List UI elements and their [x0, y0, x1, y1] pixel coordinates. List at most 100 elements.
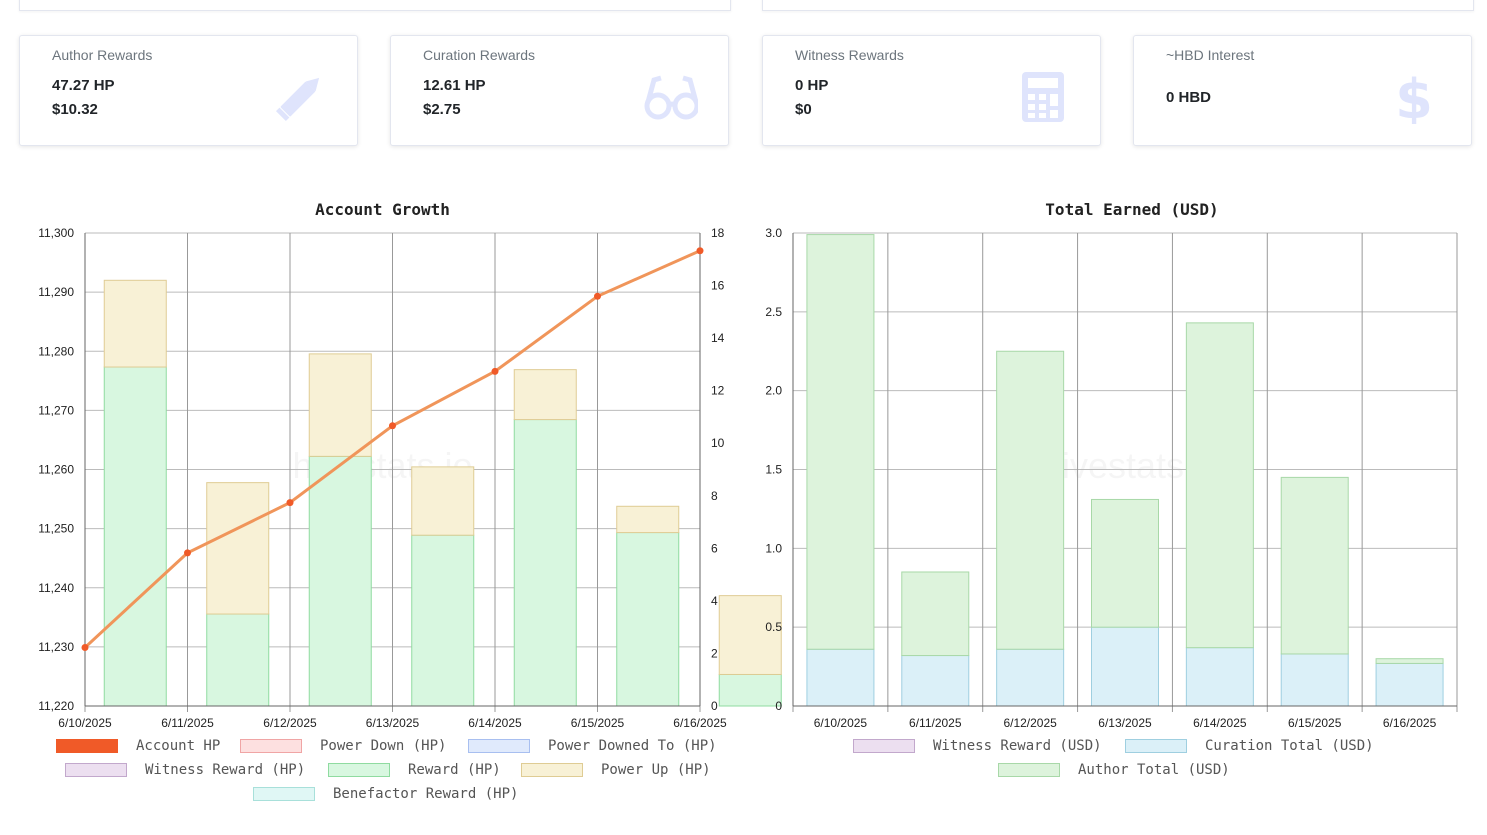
bar-author-total — [1185, 322, 1254, 649]
legend-label: Power Down (HP) — [320, 738, 447, 754]
y-tick-right: 8 — [711, 489, 718, 503]
point-account-hp — [491, 367, 499, 375]
bar-curation-total — [901, 655, 970, 707]
pencil-icon — [275, 77, 320, 122]
point-account-hp — [594, 292, 601, 300]
top-card-left — [19, 0, 731, 11]
point-account-hp — [81, 643, 89, 651]
x-tick: 6/10/2025 — [58, 716, 112, 730]
card-value-hp: 47.27 HP — [52, 77, 115, 94]
bar-reward-hp — [103, 366, 167, 707]
bar-reward-hp — [616, 532, 680, 707]
y-tick: 0.5 — [765, 620, 782, 634]
legend-label: Reward (HP) — [408, 762, 501, 778]
legend-label: Benefactor Reward (HP) — [333, 786, 519, 802]
y-tick: 2.5 — [765, 305, 782, 319]
legend-swatch — [998, 763, 1060, 777]
bar-author-total — [806, 234, 875, 650]
bar-reward-hp — [206, 613, 270, 707]
y-tick-left: 11,250 — [38, 522, 74, 536]
x-tick: 6/13/2025 — [366, 716, 420, 730]
bar-power-up-hp — [308, 353, 372, 457]
y-tick-left: 11,240 — [38, 581, 74, 595]
total-earned-chart: Total Earned (USD)hivestats.io00.51.01.5… — [765, 200, 1458, 730]
legend-swatch — [65, 763, 127, 777]
glasses-icon — [644, 75, 698, 120]
legend-swatch — [1125, 739, 1187, 753]
x-tick: 6/14/2025 — [468, 716, 522, 730]
x-tick: 6/11/2025 — [161, 716, 214, 730]
bar-author-total — [996, 350, 1065, 650]
legend-swatch — [521, 763, 583, 777]
bar-curation-total — [1375, 662, 1444, 707]
x-tick: 6/12/2025 — [263, 716, 317, 730]
bar-power-up-hp — [718, 595, 782, 675]
x-tick: 6/12/2025 — [1003, 716, 1057, 730]
legend-swatch — [253, 787, 315, 801]
calculator-icon — [1022, 72, 1064, 122]
x-tick: 6/16/2025 — [673, 716, 727, 730]
bar-power-up-hp — [411, 466, 475, 536]
point-account-hp — [184, 549, 191, 557]
y-tick: 2.0 — [765, 384, 782, 398]
legend-label: Witness Reward (USD) — [933, 738, 1102, 754]
y-tick-right: 14 — [711, 331, 725, 345]
legend-swatch — [468, 739, 530, 753]
legend-label: Author Total (USD) — [1078, 762, 1230, 778]
stat-card-curation-rewards: Curation Rewards 12.61 HP $2.75 — [390, 35, 729, 146]
legend-swatch — [853, 739, 915, 753]
x-tick: 6/15/2025 — [571, 716, 625, 730]
chart-title: Total Earned (USD) — [1045, 200, 1218, 219]
stat-card-hbd-interest: ~HBD Interest 0 HBD $ — [1133, 35, 1472, 146]
bar-author-total — [1280, 476, 1349, 655]
y-tick-left: 11,270 — [38, 403, 74, 417]
y-tick: 1.5 — [765, 463, 782, 477]
x-tick: 6/14/2025 — [1193, 716, 1247, 730]
card-title: ~HBD Interest — [1166, 47, 1255, 63]
dollar-icon: $ — [1395, 70, 1433, 124]
card-title: Curation Rewards — [423, 47, 536, 63]
y-tick: 1.0 — [765, 541, 782, 555]
card-value-usd: $2.75 — [423, 101, 461, 118]
bar-reward-hp — [308, 455, 372, 707]
bar-curation-total — [1280, 653, 1349, 707]
bar-power-up-hp — [616, 505, 680, 534]
stat-card-witness-rewards: Witness Rewards 0 HP $0 — [762, 35, 1101, 146]
x-tick: 6/10/2025 — [814, 716, 868, 730]
bar-curation-total — [806, 648, 875, 707]
y-tick-left: 11,290 — [38, 285, 74, 299]
card-value: 0 HBD — [1166, 89, 1212, 106]
legend-label: Curation Total (USD) — [1205, 738, 1374, 754]
legend-label: Power Downed To (HP) — [548, 738, 717, 754]
y-tick-left: 11,300 — [38, 226, 74, 240]
bar-power-up-hp — [103, 279, 167, 368]
point-account-hp — [696, 247, 704, 255]
y-tick-right: 0 — [711, 699, 718, 713]
card-value-hp: 12.61 HP — [423, 77, 486, 94]
stat-card-author-rewards: Author Rewards 47.27 HP $10.32 — [19, 35, 358, 146]
y-tick-right: 18 — [711, 226, 725, 240]
legend-label: Witness Reward (HP) — [145, 762, 306, 778]
card-title: Witness Rewards — [795, 47, 904, 63]
x-tick: 6/15/2025 — [1288, 716, 1342, 730]
bar-curation-total — [1185, 647, 1254, 707]
bar-author-total — [901, 571, 970, 657]
bar-reward-hp — [513, 419, 577, 707]
y-tick-right: 2 — [711, 646, 718, 660]
y-tick: 0 — [775, 699, 782, 713]
legend-swatch — [240, 739, 302, 753]
legend-label: Account HP — [136, 738, 221, 754]
card-value-usd: $10.32 — [52, 101, 98, 118]
y-tick-right: 10 — [711, 436, 725, 450]
card-value-usd: $0 — [795, 101, 812, 118]
bar-author-total — [1375, 658, 1444, 664]
x-tick: 6/16/2025 — [1383, 716, 1437, 730]
legend-label: Power Up (HP) — [601, 762, 711, 778]
chart-title: Account Growth — [315, 200, 450, 219]
y-tick-right: 6 — [711, 541, 718, 555]
y-tick-left: 11,280 — [38, 344, 74, 358]
y-tick-left: 11,230 — [38, 640, 74, 654]
point-account-hp — [286, 499, 294, 507]
bar-curation-total — [996, 648, 1065, 707]
point-account-hp — [389, 422, 396, 430]
